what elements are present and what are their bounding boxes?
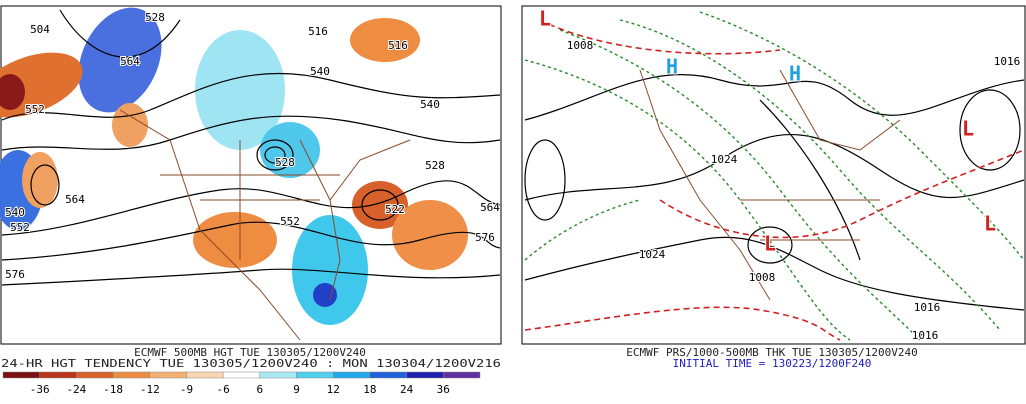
contour-label: 1024 — [711, 153, 738, 166]
colorbar-swatch — [149, 371, 187, 379]
contour-label: 552 — [10, 221, 30, 234]
thickness-contours — [524, 11, 1025, 341]
contour-label: 1016 — [914, 301, 941, 314]
blue-blob — [292, 215, 368, 325]
contour-label: 564 — [480, 201, 500, 214]
colorbar-swatch — [406, 371, 444, 379]
contour-label: 552 — [280, 215, 300, 228]
colorbar-label: 6 — [257, 383, 264, 396]
contour-label: H — [789, 62, 801, 86]
colorbar-swatch — [76, 371, 114, 379]
colorbar-label: -36 — [30, 383, 50, 396]
contour-label: 1008 — [749, 271, 776, 284]
contour-label: 516 — [388, 39, 408, 52]
coastlines — [119, 109, 411, 341]
left-map — [0, 5, 502, 345]
orange-blob — [392, 200, 468, 270]
blue-blob — [313, 283, 337, 307]
540-thickness — [524, 19, 1025, 341]
colorbar-label: -9 — [180, 383, 193, 396]
contour-label: L — [764, 232, 776, 256]
contour-label: 528 — [425, 159, 445, 172]
contour-label: 528 — [145, 11, 165, 24]
colorbar-swatch — [296, 371, 334, 379]
blue-blob — [78, 7, 162, 113]
orange-blob — [22, 152, 58, 208]
orange-blob — [193, 212, 277, 268]
orange-blob — [350, 18, 420, 62]
contour-label: 516 — [308, 25, 328, 38]
contour-label: L — [984, 212, 996, 236]
contour-label: 504 — [30, 23, 50, 36]
colorbar-label: -12 — [140, 383, 160, 396]
colorbar-swatch — [259, 371, 297, 379]
colorbar-label: 9 — [293, 383, 300, 396]
contour-label: 1008 — [567, 39, 594, 52]
height-contours — [1, 9, 501, 286]
right-title: ECMWF PRS/1000-500MB THK TUE 130305/1200… — [626, 346, 917, 359]
colorbar-swatch — [39, 371, 77, 379]
colorbar-swatch — [332, 371, 371, 379]
contour-label: 528 — [275, 156, 295, 169]
contour-label: 576 — [475, 231, 495, 244]
contour-label: L — [539, 7, 551, 31]
colorbar-label: 12 — [327, 383, 340, 396]
contour-label: 576 — [5, 268, 25, 281]
contour-label: 540 — [5, 206, 25, 219]
colorbar-label: 36 — [437, 383, 450, 396]
colorbar-label: 24 — [400, 383, 414, 396]
left-subtitle: 24-HR HGT TENDENCY TUE 130305/1200V240 :… — [1, 357, 501, 370]
colorbar-swatch — [186, 371, 224, 379]
contour-label: 540 — [310, 65, 330, 78]
blue-blob — [260, 122, 320, 178]
colorbar-label: -24 — [66, 383, 86, 396]
contour-label: H — [666, 55, 678, 79]
pressure-contours — [524, 73, 1025, 311]
blue-blob — [195, 30, 285, 150]
colorbar-swatch — [443, 371, 481, 379]
coastlines — [639, 69, 901, 301]
contour-label: 552 — [25, 103, 45, 116]
colorbar-label: 18 — [363, 383, 376, 396]
colorbar-swatch — [222, 371, 261, 379]
colorbar-swatch — [369, 371, 407, 379]
contour-label: 1016 — [994, 55, 1021, 68]
contour-label: 564 — [120, 55, 140, 68]
contour-label: 540 — [420, 98, 440, 111]
colorbar-swatch — [2, 371, 40, 379]
right-map — [521, 5, 1026, 345]
contour-label: L — [962, 117, 974, 141]
contour-label: 1016 — [912, 329, 939, 342]
colorbar-label: -18 — [103, 383, 123, 396]
contour-label: 1024 — [639, 248, 666, 261]
left-title: ECMWF 500MB HGT TUE 130305/1200V240 — [134, 346, 366, 359]
colorbar: -36 -24 -18 -12 -9 -6 6 9 12 18 24 36 — [2, 371, 481, 396]
right-frame — [521, 5, 1026, 345]
colorbar-label: -6 — [217, 383, 230, 396]
orange-blob — [0, 74, 25, 110]
contour-label: 522 — [385, 203, 405, 216]
orange-blob — [112, 103, 148, 147]
colorbar-swatch — [112, 371, 151, 379]
orange-blob — [352, 181, 408, 229]
contour-label: 564 — [65, 193, 85, 206]
right-subtitle: INITIAL TIME = 130223/1200F240 — [673, 357, 872, 370]
